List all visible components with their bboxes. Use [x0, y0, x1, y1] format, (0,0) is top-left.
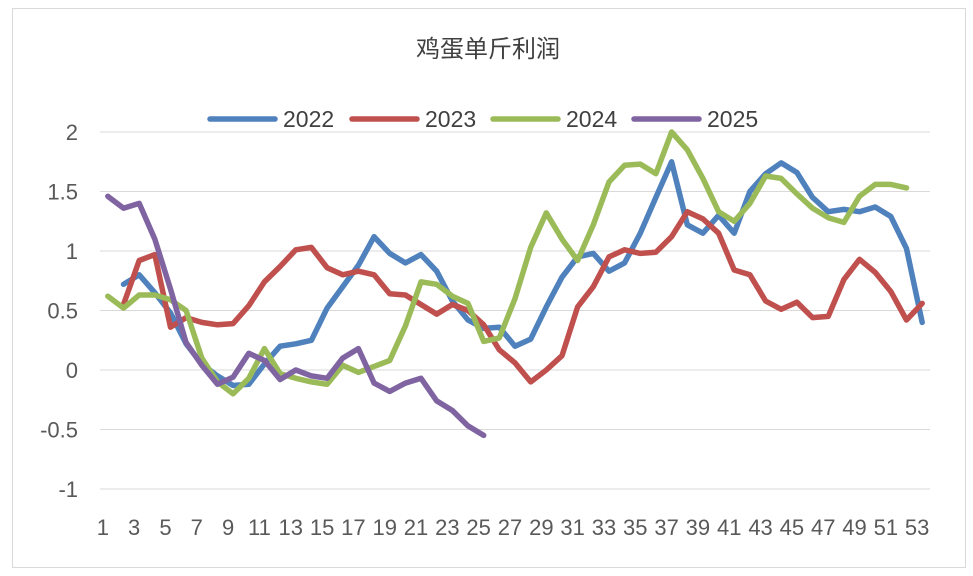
y-axis-tick-labels: -1 -0.5 0 0.5 1 1.5 2: [40, 120, 78, 502]
x-tick-label: 33: [592, 515, 616, 540]
x-tick-label: 19: [372, 515, 396, 540]
x-tick-label: 41: [717, 515, 741, 540]
legend-label-2024: 2024: [566, 106, 617, 132]
y-tick-label: -0.5: [40, 418, 78, 443]
legend: 2022 2023 2024 2025: [207, 106, 758, 132]
x-tick-label: 17: [341, 515, 365, 540]
x-tick-label: 3: [128, 515, 140, 540]
x-tick-label: 13: [279, 515, 303, 540]
series-line-2025: [105, 193, 487, 439]
x-tick-label: 49: [842, 515, 866, 540]
legend-label-2025: 2025: [707, 106, 758, 132]
x-tick-label: 43: [748, 515, 772, 540]
x-tick-label: 29: [529, 515, 553, 540]
x-tick-label: 23: [435, 515, 459, 540]
x-tick-label: 27: [498, 515, 522, 540]
x-tick-label: 53: [905, 515, 929, 540]
x-tick-label: 39: [686, 515, 710, 540]
x-tick-label: 37: [654, 515, 678, 540]
series-line-2022: [120, 159, 925, 389]
chart-title: 鸡蛋单斤利润: [416, 35, 560, 63]
y-tick-label: 1: [66, 239, 78, 264]
x-tick-label: 51: [874, 515, 898, 540]
x-tick-label: 31: [560, 515, 584, 540]
series-lines: [105, 129, 925, 439]
series-line-2023: [120, 208, 925, 385]
y-tick-label: 2: [66, 120, 78, 145]
x-tick-label: 21: [404, 515, 428, 540]
x-tick-label: 45: [780, 515, 804, 540]
x-tick-label: 35: [623, 515, 647, 540]
x-tick-label: 7: [191, 515, 203, 540]
y-tick-label: 0: [66, 358, 78, 383]
x-tick-label: 47: [811, 515, 835, 540]
x-tick-label: 1: [97, 515, 109, 540]
y-tick-label: 0.5: [47, 299, 78, 324]
x-tick-label: 5: [159, 515, 171, 540]
legend-label-2022: 2022: [283, 106, 334, 132]
y-tick-label: 1.5: [47, 180, 78, 205]
x-axis-tick-labels: 1 3 5 7 9 11 13 15 17 19 21 23 25 27 29 31 33 35 37 39 41 43 4…: [97, 515, 930, 540]
x-tick-label: 9: [222, 515, 234, 540]
x-tick-label: 25: [466, 515, 490, 540]
y-tick-label: -1: [58, 477, 78, 502]
legend-label-2023: 2023: [425, 106, 476, 132]
x-tick-label: 15: [310, 515, 334, 540]
series-line-2024: [105, 129, 910, 397]
x-tick-label: 11: [248, 515, 271, 540]
